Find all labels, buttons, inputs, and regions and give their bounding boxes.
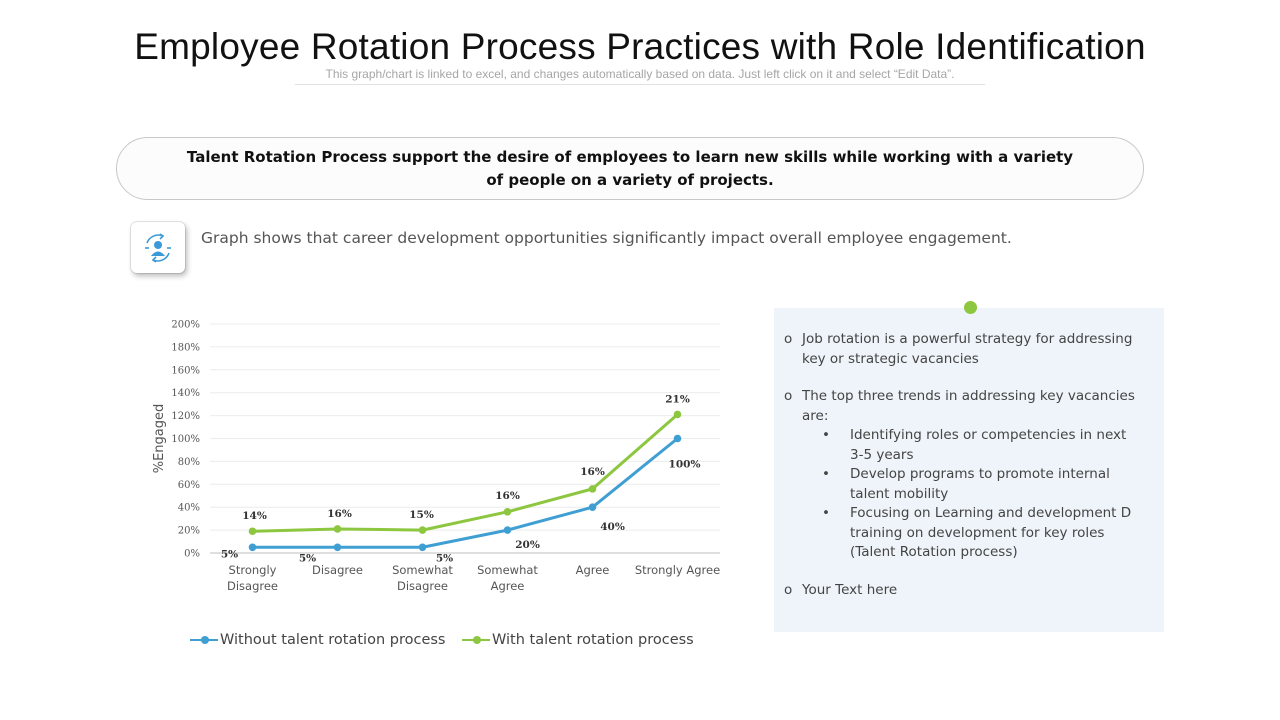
data-label: 15% xyxy=(409,509,434,521)
employee-rotation-icon xyxy=(131,222,185,273)
series-line xyxy=(251,437,679,549)
panel-item: o Your Text here xyxy=(784,581,1144,601)
trends-list: • Identifying roles or competencies in ne… xyxy=(802,426,1144,563)
panel-item-text: The top three trends in addressing key v… xyxy=(802,388,1135,424)
y-tick-label: 140% xyxy=(171,388,200,399)
x-category-label: Somewhat Disagree xyxy=(392,563,453,593)
y-axis-label: %Engaged xyxy=(152,404,167,474)
y-tick-label: 40% xyxy=(178,503,200,514)
panel-bullet: o xyxy=(784,581,793,598)
data-label: 5% xyxy=(221,548,238,560)
trend-text: Focusing on Learning and development D t… xyxy=(850,505,1132,560)
sub-bullet: • xyxy=(822,466,830,482)
y-tick-label: 200% xyxy=(171,320,200,331)
y-tick-label: 180% xyxy=(171,342,200,353)
data-label: 40% xyxy=(600,521,625,533)
series-line xyxy=(251,412,679,533)
key-vacancies-panel: o Job rotation is a powerful strategy fo… xyxy=(774,308,1164,632)
data-point xyxy=(333,525,342,533)
trend-item: • Focusing on Learning and development D … xyxy=(802,504,1144,563)
panel-bullet: o xyxy=(784,331,793,347)
banner-text: Talent Rotation Process support the desi… xyxy=(186,147,1074,189)
x-category-label: Strongly Agree xyxy=(635,563,720,577)
chart-caption: Graph shows that career development oppo… xyxy=(201,229,1012,247)
trend-text: Develop programs to promote internal tal… xyxy=(850,466,1110,502)
legend-label-without: Without talent rotation process xyxy=(220,632,446,648)
y-tick-label: 120% xyxy=(171,411,200,422)
panel-item: o The top three trends in addressing key… xyxy=(784,387,1144,563)
data-label: 16% xyxy=(495,490,520,502)
y-tick-label: 100% xyxy=(171,434,200,445)
data-point xyxy=(503,507,512,516)
y-tick-label: 0% xyxy=(184,549,200,560)
panel-accent-dot xyxy=(964,301,977,314)
panel-item: o Job rotation is a powerful strategy fo… xyxy=(784,330,1144,369)
data-point xyxy=(503,526,512,534)
data-point xyxy=(588,485,597,493)
data-label: 5% xyxy=(436,552,453,564)
data-label: 100% xyxy=(669,459,701,471)
panel-item-text: Your Text here xyxy=(802,581,898,598)
data-point xyxy=(418,543,427,552)
panel-item-text: Job rotation is a powerful strategy for … xyxy=(802,331,1133,367)
y-tick-label: 20% xyxy=(178,526,200,537)
x-category-label: Agree xyxy=(576,563,610,577)
trend-item: • Develop programs to promote internal ta… xyxy=(802,465,1144,504)
y-tick-label: 80% xyxy=(178,457,200,468)
data-point xyxy=(673,434,682,443)
data-point xyxy=(588,503,597,511)
data-point xyxy=(248,527,257,536)
rotation-people-icon xyxy=(145,232,171,263)
x-category-label: Somewhat Agree xyxy=(477,563,538,593)
talent-rotation-banner: Talent Rotation Process support the desi… xyxy=(116,137,1144,200)
x-category-label: Disagree xyxy=(312,563,363,577)
data-point xyxy=(418,526,427,534)
data-point xyxy=(673,410,682,419)
sub-bullet: • xyxy=(822,427,830,443)
panel-bullet: o xyxy=(784,388,793,404)
x-category-label: Strongly Disagree xyxy=(227,563,278,593)
engagement-line-chart: 0% 20% 40% 60% 80% 100% 120% 140% 160% 180% 200% %E… xyxy=(152,320,720,594)
edit-data-note: This graph/chart is linked to excel, and… xyxy=(295,67,985,85)
data-label: 5% xyxy=(299,552,316,564)
trend-text: Identifying roles or competencies in nex… xyxy=(850,427,1127,463)
legend-swatch-with xyxy=(462,636,490,644)
y-tick-label: 160% xyxy=(171,365,200,376)
data-point xyxy=(248,543,257,552)
data-label: 16% xyxy=(327,508,352,520)
data-label: 16% xyxy=(580,466,605,478)
legend-swatch-without xyxy=(190,636,218,644)
legend-without-rotation: Without talent rotation process xyxy=(190,632,445,648)
sub-bullet: • xyxy=(822,505,830,521)
data-label: 21% xyxy=(665,393,690,405)
trend-item: • Identifying roles or competencies in ne… xyxy=(802,426,1144,465)
data-label: 14% xyxy=(242,510,267,522)
legend-with-rotation: With talent rotation process xyxy=(462,632,694,648)
legend-label-with: With talent rotation process xyxy=(492,632,694,648)
data-point xyxy=(333,543,342,552)
page-title: Employee Rotation Process Practices with… xyxy=(134,26,1146,67)
data-label: 20% xyxy=(515,539,540,551)
y-tick-label: 60% xyxy=(178,480,200,491)
